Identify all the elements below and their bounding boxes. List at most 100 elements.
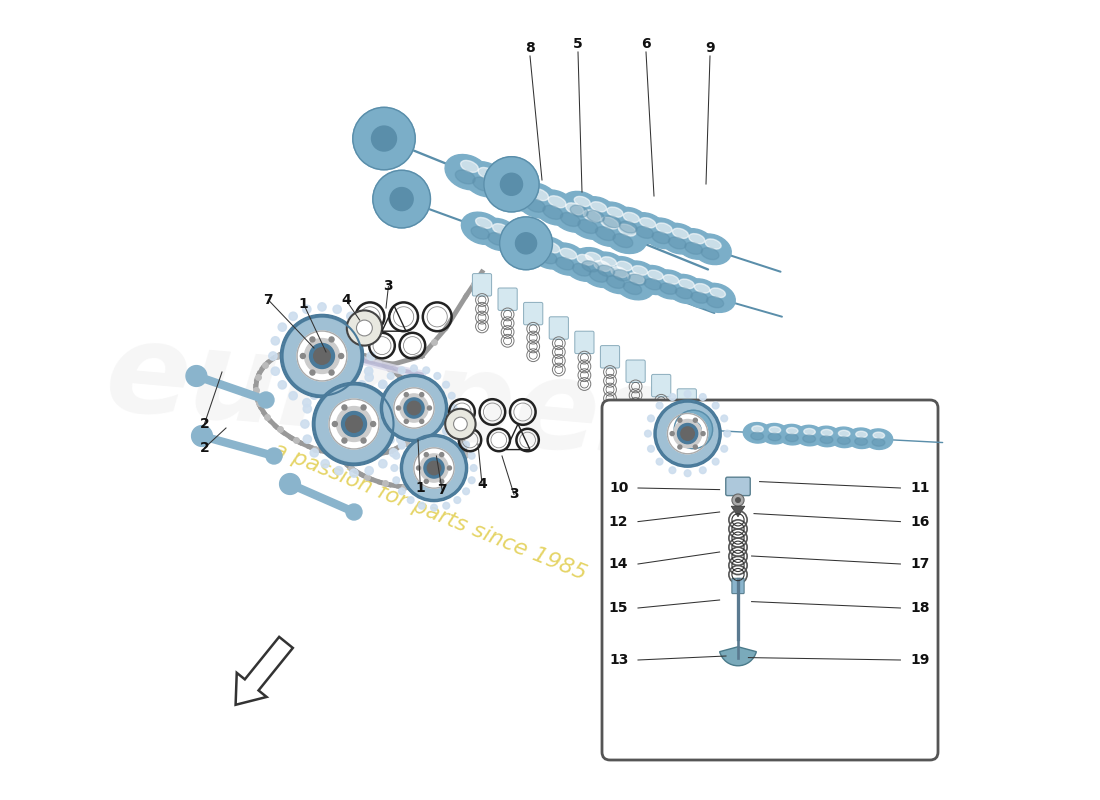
- Ellipse shape: [675, 287, 693, 298]
- Ellipse shape: [543, 206, 563, 219]
- Circle shape: [367, 352, 375, 360]
- Ellipse shape: [607, 207, 623, 217]
- Circle shape: [365, 466, 373, 475]
- Ellipse shape: [508, 191, 528, 205]
- Ellipse shape: [628, 274, 646, 286]
- Ellipse shape: [497, 176, 542, 211]
- Ellipse shape: [565, 203, 583, 214]
- Ellipse shape: [705, 239, 722, 249]
- Text: 15: 15: [609, 601, 628, 615]
- Circle shape: [389, 449, 398, 457]
- Circle shape: [454, 433, 461, 439]
- Ellipse shape: [692, 234, 732, 265]
- Circle shape: [278, 381, 286, 389]
- Ellipse shape: [595, 226, 615, 241]
- Circle shape: [400, 434, 468, 502]
- Circle shape: [404, 398, 425, 418]
- Circle shape: [500, 174, 522, 195]
- Ellipse shape: [618, 224, 636, 236]
- Ellipse shape: [821, 436, 833, 443]
- Ellipse shape: [626, 213, 666, 243]
- Ellipse shape: [648, 270, 663, 280]
- Circle shape: [346, 310, 382, 346]
- Circle shape: [414, 448, 454, 488]
- Circle shape: [318, 302, 327, 311]
- Circle shape: [430, 504, 438, 511]
- Circle shape: [424, 458, 444, 478]
- Circle shape: [280, 314, 364, 398]
- Circle shape: [333, 398, 341, 407]
- Ellipse shape: [478, 218, 519, 250]
- Ellipse shape: [590, 270, 608, 282]
- Ellipse shape: [786, 427, 798, 434]
- Circle shape: [285, 318, 360, 394]
- Circle shape: [373, 170, 430, 228]
- FancyBboxPatch shape: [575, 331, 594, 354]
- Circle shape: [361, 438, 366, 443]
- Ellipse shape: [855, 438, 868, 446]
- Ellipse shape: [606, 276, 625, 288]
- Circle shape: [657, 402, 663, 409]
- Ellipse shape: [635, 266, 673, 294]
- Ellipse shape: [632, 266, 648, 275]
- Circle shape: [378, 382, 385, 388]
- Circle shape: [346, 312, 355, 321]
- Wedge shape: [719, 646, 757, 666]
- Circle shape: [266, 448, 282, 464]
- Circle shape: [279, 474, 300, 494]
- Ellipse shape: [475, 218, 492, 228]
- Circle shape: [407, 402, 420, 414]
- Text: 19: 19: [910, 653, 930, 667]
- Circle shape: [394, 388, 435, 428]
- FancyBboxPatch shape: [626, 360, 646, 382]
- Ellipse shape: [597, 266, 615, 277]
- Circle shape: [387, 437, 394, 443]
- Ellipse shape: [847, 428, 876, 449]
- Text: 2: 2: [199, 417, 209, 431]
- Ellipse shape: [550, 197, 594, 232]
- Text: 3: 3: [509, 487, 519, 502]
- Ellipse shape: [656, 223, 672, 233]
- Circle shape: [361, 405, 366, 410]
- Ellipse shape: [669, 237, 686, 249]
- Circle shape: [387, 373, 394, 379]
- FancyBboxPatch shape: [549, 317, 569, 339]
- Ellipse shape: [701, 248, 719, 260]
- Circle shape: [350, 469, 359, 478]
- Circle shape: [693, 418, 697, 422]
- Circle shape: [420, 393, 424, 397]
- Ellipse shape: [710, 288, 725, 298]
- Ellipse shape: [505, 238, 524, 251]
- Ellipse shape: [660, 283, 676, 294]
- Ellipse shape: [578, 197, 617, 227]
- Circle shape: [430, 425, 438, 432]
- Ellipse shape: [585, 211, 629, 246]
- Ellipse shape: [495, 225, 537, 257]
- Text: 12: 12: [609, 514, 628, 529]
- Circle shape: [310, 370, 315, 375]
- Circle shape: [321, 459, 329, 468]
- Circle shape: [428, 406, 431, 410]
- Circle shape: [453, 417, 468, 431]
- Circle shape: [404, 438, 464, 498]
- Ellipse shape: [872, 438, 884, 446]
- Circle shape: [724, 430, 730, 437]
- Ellipse shape: [530, 189, 549, 201]
- Circle shape: [405, 419, 408, 423]
- Text: 4: 4: [477, 477, 487, 491]
- Circle shape: [329, 399, 379, 449]
- Circle shape: [278, 323, 286, 331]
- Ellipse shape: [838, 430, 850, 437]
- Ellipse shape: [455, 170, 475, 184]
- Circle shape: [418, 427, 425, 434]
- Ellipse shape: [493, 224, 509, 234]
- Ellipse shape: [675, 229, 715, 259]
- Ellipse shape: [821, 430, 833, 436]
- Circle shape: [449, 417, 455, 424]
- Ellipse shape: [601, 257, 616, 266]
- Text: 7: 7: [264, 293, 273, 307]
- Circle shape: [191, 426, 212, 446]
- Circle shape: [396, 435, 405, 443]
- Circle shape: [310, 391, 318, 399]
- Circle shape: [420, 419, 424, 423]
